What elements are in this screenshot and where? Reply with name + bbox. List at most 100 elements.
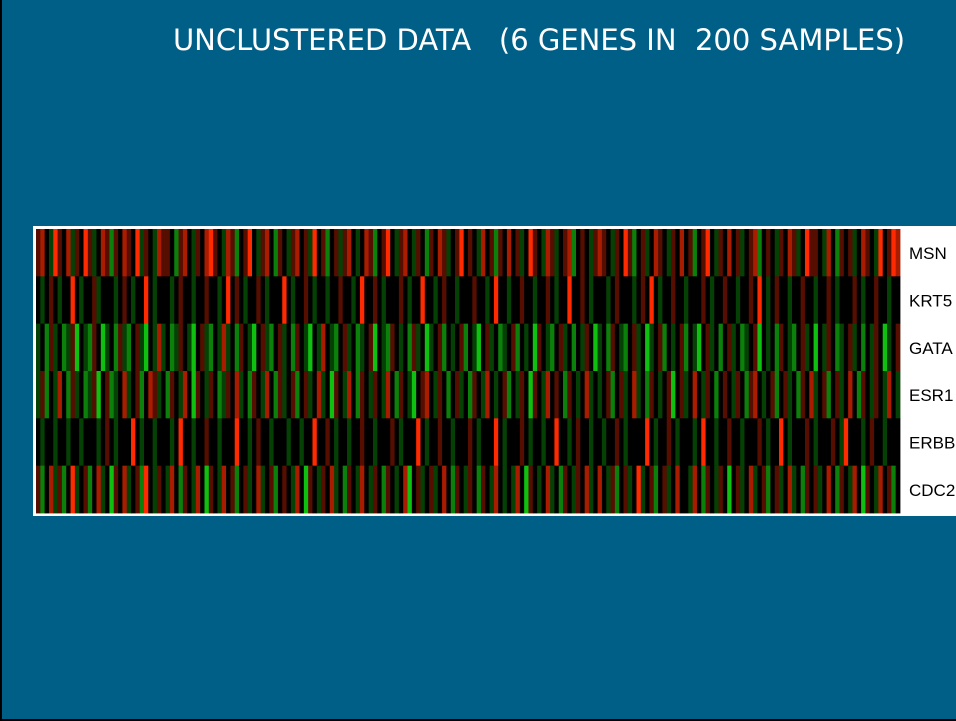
heatmap-cell (476, 465, 482, 514)
heatmap-cell (342, 276, 348, 325)
heatmap-cell (156, 323, 162, 372)
heatmap-cell (295, 276, 300, 325)
heatmap-cell (623, 371, 629, 419)
heatmap-cell (636, 323, 642, 372)
heatmap-cell (234, 323, 240, 372)
heatmap-cell (299, 229, 305, 277)
heatmap-cell (325, 276, 331, 325)
heatmap-cell (528, 276, 534, 325)
heatmap-cell (312, 276, 318, 325)
heatmap-cell (139, 371, 145, 419)
heatmap-cell (554, 276, 560, 325)
heatmap-cell (213, 276, 218, 325)
heatmap-cell (757, 229, 763, 277)
heatmap-cell (705, 276, 711, 325)
heatmap-cell (722, 323, 728, 372)
heatmap-cell (636, 465, 642, 514)
heatmap-cell (148, 229, 154, 277)
heatmap-cell (200, 465, 205, 514)
heatmap-cell (286, 229, 292, 277)
heatmap-cell (351, 276, 357, 325)
heatmap-cell (256, 418, 262, 467)
heatmap-cell (874, 465, 879, 514)
heatmap-cell (74, 371, 80, 419)
heatmap-cell (597, 418, 603, 467)
heatmap-cell (316, 229, 322, 277)
heatmap-cell (316, 323, 322, 372)
heatmap-cell (722, 229, 728, 277)
heatmap-cell (826, 371, 832, 419)
heatmap-cell (675, 276, 681, 325)
heatmap-cell (515, 465, 521, 514)
heatmap-cell (407, 418, 413, 467)
heatmap-cell (804, 371, 810, 419)
heatmap-cell (640, 371, 646, 419)
heatmap-cell (385, 465, 391, 514)
heatmap-cell (727, 276, 732, 325)
heatmap-cell (351, 418, 357, 467)
heatmap-cell (804, 276, 810, 325)
heatmap-cell (493, 323, 499, 372)
heatmap-cell (740, 276, 745, 325)
heatmap-cell (308, 323, 313, 372)
heatmap-cell (584, 465, 590, 514)
heatmap-cell (79, 323, 84, 372)
heatmap-cell (645, 323, 650, 372)
heatmap-cell (571, 323, 577, 372)
heatmap-cell (398, 276, 404, 325)
heatmap-cell (385, 229, 391, 277)
heatmap-cell (321, 418, 326, 467)
heatmap-cell (450, 276, 456, 325)
heatmap-cell (658, 323, 663, 372)
row-label: KRT5 (909, 291, 952, 310)
heatmap-cell (195, 418, 201, 467)
heatmap-cell (70, 276, 76, 325)
heatmap-cell (96, 276, 102, 325)
heatmap-cell (550, 371, 555, 419)
heatmap-cell (498, 323, 503, 372)
heatmap-cell (368, 465, 374, 514)
heatmap-cell (493, 371, 499, 419)
heatmap-cell (735, 323, 741, 372)
heatmap-cell (865, 465, 871, 514)
heatmap-cell (891, 371, 897, 419)
heatmap-cell (701, 229, 706, 277)
heatmap-cell (148, 465, 154, 514)
heatmap-cell (351, 323, 357, 372)
heatmap-cell (792, 323, 797, 372)
heatmap-cell (675, 323, 681, 372)
heatmap-cell (347, 229, 352, 277)
heatmap-cell (865, 229, 871, 277)
heatmap-cell (558, 418, 564, 467)
heatmap-cell (761, 276, 767, 325)
heatmap-cell (714, 465, 719, 514)
heatmap-cell (571, 371, 577, 419)
heatmap-cell (446, 465, 452, 514)
heatmap-cell (537, 323, 542, 372)
heatmap-cell (390, 276, 395, 325)
heatmap-cell (299, 323, 305, 372)
heatmap-cell (53, 276, 58, 325)
heatmap-cell (156, 418, 162, 467)
heatmap-cell (649, 418, 655, 467)
heatmap-cell (588, 276, 594, 325)
heatmap-cell (835, 371, 840, 419)
heatmap-cell (442, 465, 447, 514)
heatmap-cell (601, 323, 607, 372)
heatmap-cell (338, 323, 344, 372)
heatmap-cell (204, 418, 210, 467)
heatmap-cell (800, 323, 806, 372)
heatmap-cell (446, 229, 452, 277)
heatmap-cell (627, 276, 633, 325)
heatmap-cell (70, 418, 76, 467)
heatmap-cell (139, 276, 145, 325)
heatmap-cell (675, 371, 681, 419)
heatmap-cell (792, 276, 797, 325)
heatmap-cell (295, 418, 300, 467)
heatmap-cell (792, 418, 797, 467)
row-label: CDC2 (909, 481, 955, 500)
heatmap-cell (662, 371, 668, 419)
heatmap-cell (528, 323, 534, 372)
heatmap-cell (645, 418, 650, 467)
heatmap-cell (653, 229, 659, 277)
